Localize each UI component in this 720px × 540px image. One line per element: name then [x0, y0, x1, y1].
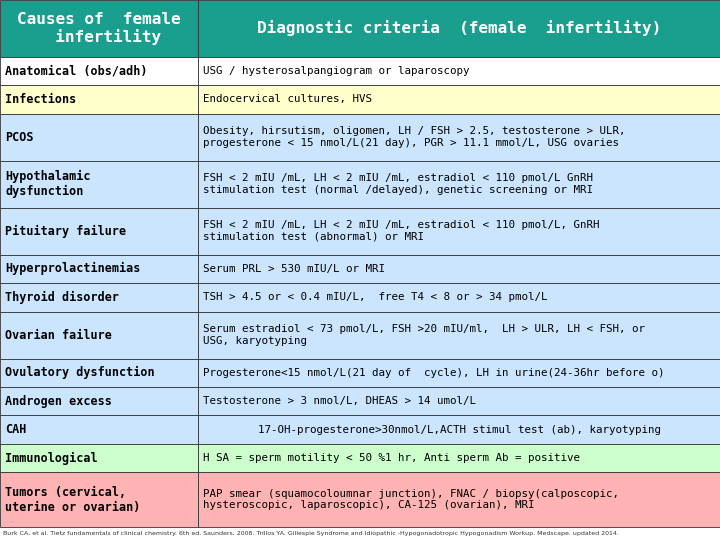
Bar — [0, 312, 198, 359]
Text: Ovarian failure: Ovarian failure — [5, 328, 112, 341]
Bar — [198, 312, 720, 359]
Bar — [198, 161, 720, 208]
Text: Serum PRL > 530 mIU/L or MRI: Serum PRL > 530 mIU/L or MRI — [203, 264, 385, 274]
Bar — [0, 114, 198, 161]
Bar — [198, 255, 720, 283]
Text: Immunological: Immunological — [5, 451, 98, 464]
Text: PAP smear (squamocoloumnar junction), FNAC / biopsy(calposcopic,
hysteroscopic, : PAP smear (squamocoloumnar junction), FN… — [203, 489, 619, 510]
Bar — [198, 114, 720, 161]
Bar — [198, 472, 720, 527]
Text: CAH: CAH — [5, 423, 27, 436]
Bar — [198, 444, 720, 472]
Bar — [0, 0, 198, 57]
Text: Anatomical (obs/adh): Anatomical (obs/adh) — [5, 65, 148, 78]
Bar — [0, 444, 198, 472]
Bar — [0, 161, 198, 208]
Text: Hyperprolactinemias: Hyperprolactinemias — [5, 262, 140, 275]
Bar — [198, 57, 720, 85]
Bar — [0, 208, 198, 255]
Text: PCOS: PCOS — [5, 131, 34, 144]
Text: Tumors (cervical,
uterine or ovarian): Tumors (cervical, uterine or ovarian) — [5, 485, 140, 514]
Bar — [0, 255, 198, 283]
Bar — [0, 359, 198, 387]
Text: Androgen excess: Androgen excess — [5, 395, 112, 408]
Text: Burk CA, et al. Tietz fundamentals of clinical chemistry. 6th ed. Saunders, 2008: Burk CA, et al. Tietz fundamentals of cl… — [3, 531, 619, 536]
Text: Diagnostic criteria  (female  infertility): Diagnostic criteria (female infertility) — [257, 21, 661, 36]
Bar — [198, 208, 720, 255]
Bar — [0, 387, 198, 415]
Bar — [0, 283, 198, 312]
Text: 17-OH-progesterone>30nmol/L,ACTH stimul test (ab), karyotyping: 17-OH-progesterone>30nmol/L,ACTH stimul … — [258, 424, 660, 435]
Text: TSH > 4.5 or < 0.4 mIU/L,  free T4 < 8 or > 34 pmol/L: TSH > 4.5 or < 0.4 mIU/L, free T4 < 8 or… — [203, 292, 547, 302]
Text: Hypothalamic
dysfunction: Hypothalamic dysfunction — [5, 170, 91, 198]
Text: Pituitary failure: Pituitary failure — [5, 225, 126, 238]
Text: Progesterone<15 nmol/L(21 day of  cycle), LH in urine(24-36hr before o): Progesterone<15 nmol/L(21 day of cycle),… — [203, 368, 665, 378]
Text: Ovulatory dysfunction: Ovulatory dysfunction — [5, 366, 155, 379]
Bar — [0, 57, 198, 85]
Text: FSH < 2 mIU /mL, LH < 2 mIU /mL, estradiol < 110 pmol/L, GnRH
stimulation test (: FSH < 2 mIU /mL, LH < 2 mIU /mL, estradi… — [203, 220, 600, 242]
Bar — [198, 0, 720, 57]
Text: Causes of  female
  infertility: Causes of female infertility — [17, 12, 181, 45]
Text: Obesity, hirsutism, oligomen, LH / FSH > 2.5, testosterone > ULR,
progesterone <: Obesity, hirsutism, oligomen, LH / FSH >… — [203, 126, 626, 148]
Bar — [0, 472, 198, 527]
Bar — [198, 387, 720, 415]
Text: H SA = sperm motility < 50 %1 hr, Anti sperm Ab = positive: H SA = sperm motility < 50 %1 hr, Anti s… — [203, 453, 580, 463]
Text: Endocervical cultures, HVS: Endocervical cultures, HVS — [203, 94, 372, 104]
Bar — [198, 359, 720, 387]
Text: Infections: Infections — [5, 93, 76, 106]
Text: USG / hysterosalpangiogram or laparoscopy: USG / hysterosalpangiogram or laparoscop… — [203, 66, 469, 76]
Text: FSH < 2 mIU /mL, LH < 2 mIU /mL, estradiol < 110 pmol/L GnRH
stimulation test (n: FSH < 2 mIU /mL, LH < 2 mIU /mL, estradi… — [203, 173, 593, 195]
Text: Testosterone > 3 nmol/L, DHEAS > 14 umol/L: Testosterone > 3 nmol/L, DHEAS > 14 umol… — [203, 396, 476, 406]
Bar — [198, 85, 720, 114]
Bar — [0, 85, 198, 114]
Bar — [0, 415, 198, 444]
Bar — [198, 283, 720, 312]
Bar — [198, 415, 720, 444]
Text: Serum estradiol < 73 pmol/L, FSH >20 mIU/ml,  LH > ULR, LH < FSH, or
USG, karyot: Serum estradiol < 73 pmol/L, FSH >20 mIU… — [203, 324, 645, 346]
Text: Thyroid disorder: Thyroid disorder — [5, 291, 119, 304]
